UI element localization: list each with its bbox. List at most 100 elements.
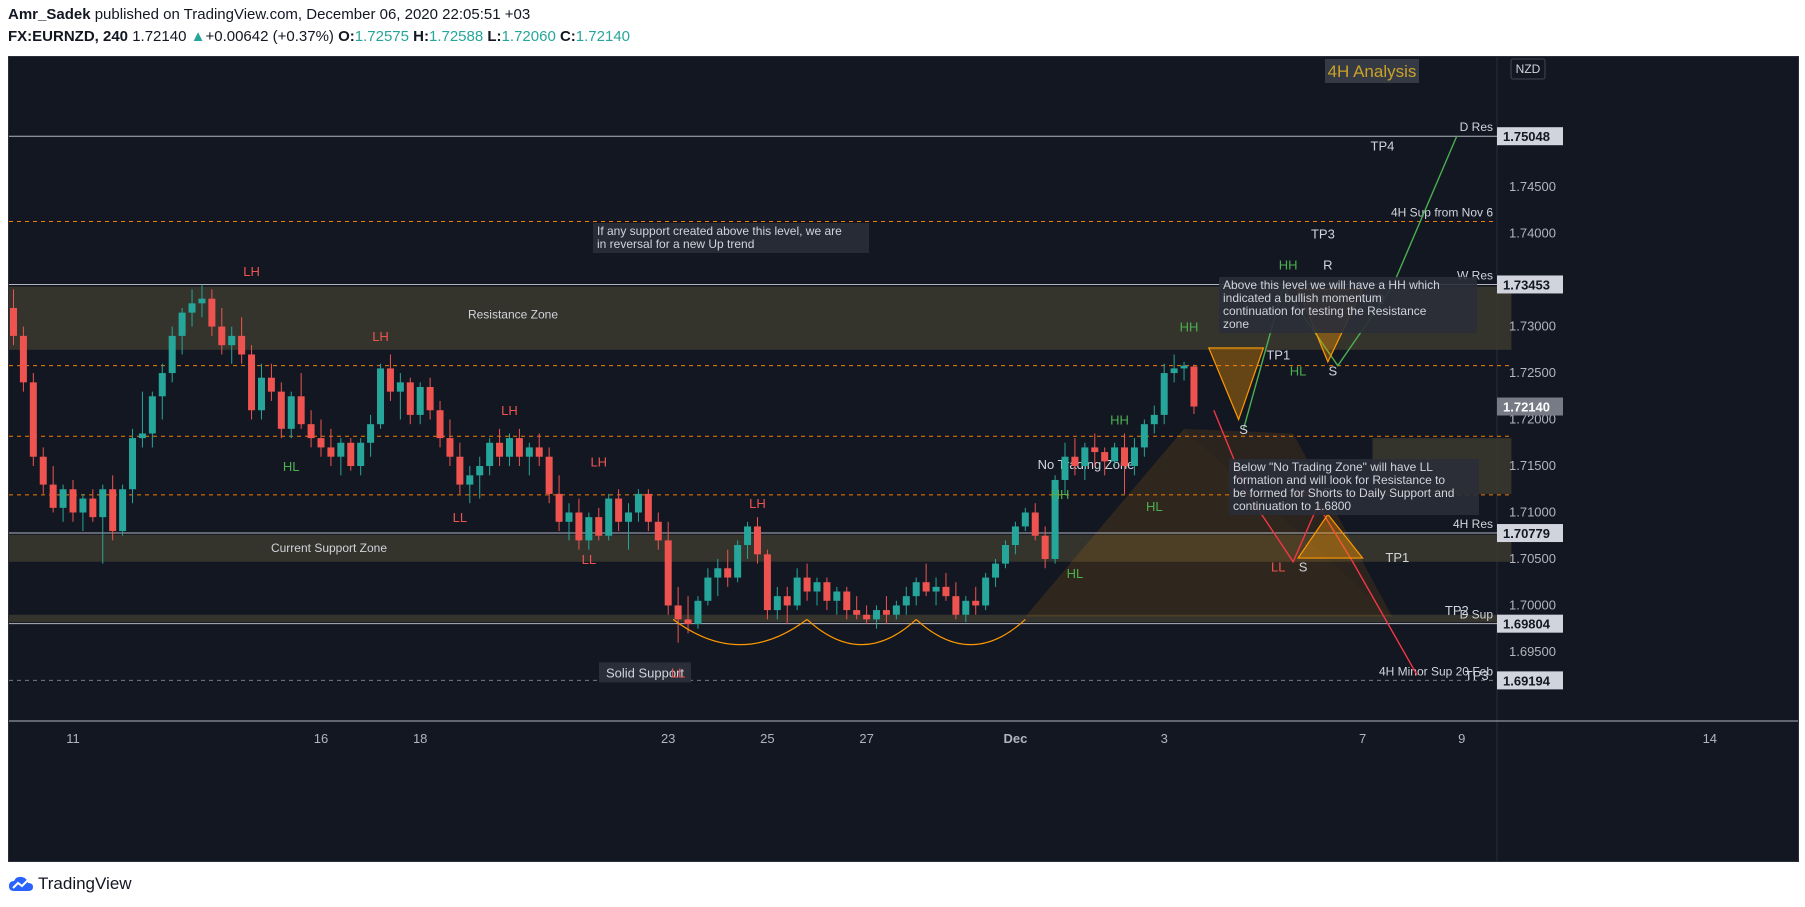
publish-line: Amr_Sadek published on TradingView.com, … — [8, 6, 530, 23]
candle-body — [753, 526, 761, 555]
candle-body — [634, 493, 642, 513]
candle-body — [823, 582, 831, 601]
candle-body — [684, 619, 692, 625]
candle-body — [902, 596, 910, 606]
solid-support-arc — [806, 618, 917, 646]
projection-triangle — [1025, 428, 1393, 617]
candle-body — [158, 373, 166, 397]
pattern-annotation: HL — [283, 459, 300, 474]
close-value: 1.72140 — [575, 28, 631, 45]
price-badge-text: 1.69194 — [1503, 673, 1551, 688]
price-badge — [1497, 127, 1563, 146]
pattern-annotation: LL — [453, 510, 467, 525]
bullish-path — [1242, 135, 1458, 430]
note-box — [593, 223, 869, 253]
candle-body — [952, 596, 960, 615]
pattern-annotation: S — [1299, 559, 1308, 574]
symbol-name[interactable]: FX:EURNZD, 240 — [8, 28, 129, 45]
candle-body — [783, 596, 791, 606]
candle-body — [1140, 424, 1148, 448]
candle-body — [1170, 368, 1178, 374]
pattern-annotation: TP3 — [1465, 668, 1489, 683]
price-change: +0.00642 (+0.37%) — [205, 28, 334, 45]
candle-body — [238, 335, 246, 355]
price-badge-text: 1.73453 — [1503, 277, 1550, 292]
candle-body — [932, 586, 940, 592]
zone-label-support: Current Support Zone — [271, 541, 387, 555]
x-tick-label: 14 — [1703, 731, 1717, 746]
chart-title: 4H Analysis — [1328, 62, 1417, 81]
y-tick-label: 1.71000 — [1509, 504, 1556, 519]
x-tick-label: 16 — [314, 731, 328, 746]
candle-body — [287, 396, 295, 429]
candle-body — [1071, 456, 1079, 467]
close-label: C: — [559, 28, 576, 45]
candle-body — [654, 521, 662, 541]
candle-body — [1180, 365, 1188, 369]
candle-body — [317, 438, 325, 448]
candle-body — [694, 600, 702, 625]
candle-body — [436, 410, 444, 439]
candle-body — [426, 387, 434, 411]
candle-body — [1111, 447, 1119, 462]
price-badge-text: 1.70779 — [1503, 526, 1550, 541]
y-tick-label: 1.71500 — [1509, 458, 1556, 473]
candle-body — [39, 456, 47, 485]
candle-body — [357, 442, 365, 467]
candle-body — [446, 438, 454, 457]
low-label: L: — [487, 28, 502, 45]
candle-body — [535, 447, 543, 457]
author-name[interactable]: Amr_Sadek — [8, 6, 91, 23]
last-price-badge — [1497, 397, 1563, 416]
candle-body — [664, 540, 672, 606]
candle-body — [496, 442, 504, 457]
solid-support-arc — [915, 618, 1026, 646]
chart-area[interactable]: Resistance Zone Current Support Zone No Tr… — [8, 56, 1799, 862]
pattern-annotation: LH — [372, 329, 389, 344]
candle-body — [892, 605, 900, 615]
x-tick-label: 27 — [859, 731, 873, 746]
candle-body — [386, 368, 394, 392]
pattern-annotation: TP2 — [1445, 603, 1469, 618]
candle-body — [377, 368, 385, 425]
candle-body — [49, 484, 57, 508]
x-tick-label: Dec — [1003, 731, 1027, 746]
candle-body — [1051, 479, 1059, 559]
solid-support-arc — [672, 618, 808, 646]
candle-body — [347, 442, 355, 467]
x-tick-label: 11 — [66, 731, 80, 746]
tradingview-logo[interactable]: TradingView — [8, 874, 132, 894]
candle-body — [1011, 526, 1019, 546]
candle-body — [605, 498, 613, 536]
pattern-annotation: HL — [1146, 499, 1163, 514]
note-text: If any support created above this level,… — [597, 224, 842, 238]
price-badge-text: 1.69804 — [1503, 617, 1551, 632]
chart-title-box — [1325, 59, 1419, 83]
candle-body — [1101, 452, 1109, 462]
y-tick-label: 1.74500 — [1509, 179, 1556, 194]
candle-body — [575, 512, 583, 541]
candle-body — [9, 307, 17, 336]
x-tick-label: 25 — [760, 731, 774, 746]
note-text: be formed for Shorts to Daily Support an… — [1233, 486, 1454, 500]
candle-body — [29, 382, 37, 457]
candle-body — [793, 577, 801, 606]
note-text: zone — [1223, 317, 1249, 331]
candle-body — [972, 600, 980, 606]
pattern-annotation: LH — [243, 264, 260, 279]
candle-body — [267, 377, 275, 392]
candle-body — [1091, 447, 1099, 453]
note-text: Below "No Trading Zone" will have LL — [1233, 460, 1433, 474]
high-value: 1.72588 — [428, 28, 484, 45]
price-badge — [1497, 275, 1563, 294]
candle-body — [1130, 447, 1138, 467]
candle-body — [307, 424, 315, 439]
candle-body — [853, 610, 861, 615]
candle-body — [297, 396, 305, 425]
candle-body — [218, 326, 226, 346]
price-badge-text: 1.75048 — [1503, 129, 1550, 144]
candle-body — [565, 512, 573, 522]
last-price: 1.72140 — [132, 28, 187, 45]
candle-body — [1001, 545, 1009, 564]
